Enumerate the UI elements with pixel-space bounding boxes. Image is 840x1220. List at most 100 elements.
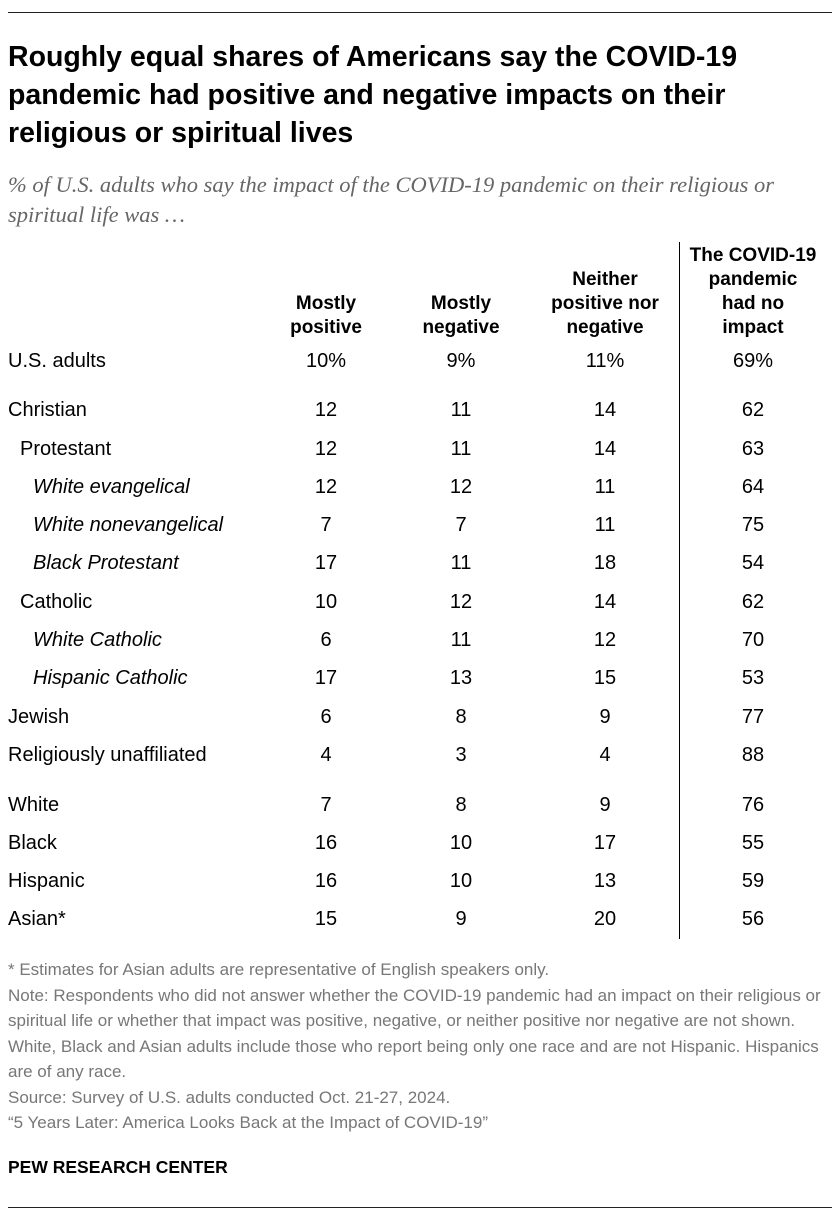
row-label: U.S. adults xyxy=(8,350,106,372)
table-cell: 12 xyxy=(449,476,473,498)
table-cell: 13 xyxy=(449,667,473,689)
table-cell: 3 xyxy=(455,744,467,766)
table-cell: 11 xyxy=(450,399,472,421)
row-label: Jewish xyxy=(8,706,70,728)
table-cell: 11% xyxy=(585,350,625,372)
table-cell: 56 xyxy=(741,908,765,930)
table-cell: 12 xyxy=(314,476,338,498)
column-header-line: Mostly xyxy=(295,293,357,314)
table-cell: 12 xyxy=(593,629,617,651)
table-row: Religiously unaffiliated 4 3 4 88 xyxy=(0,740,840,770)
table-row: U.S. adults 10% 9% 11% 69% xyxy=(0,346,840,376)
row-label: Hispanic Catholic xyxy=(33,667,188,689)
table-row: White Catholic 6 11 12 70 xyxy=(0,625,840,655)
row-label: Religiously unaffiliated xyxy=(8,744,207,766)
column-header-line: negative xyxy=(422,317,500,338)
table-row: Hispanic 16 10 13 59 xyxy=(0,866,840,896)
table-cell: 69% xyxy=(732,350,774,372)
table-cell: 8 xyxy=(455,706,467,728)
table-cell: 55 xyxy=(741,832,765,854)
table-cell: 9 xyxy=(599,794,611,816)
table-cell: 18 xyxy=(593,552,617,574)
table-cell: 16 xyxy=(314,832,338,854)
column-divider xyxy=(679,242,680,939)
table-row: White nonevangelical 7 7 11 75 xyxy=(0,510,840,540)
row-label: Black xyxy=(8,832,57,854)
table-cell: 77 xyxy=(741,706,765,728)
table-cell: 11 xyxy=(450,438,472,460)
table-cell: 17 xyxy=(314,667,338,689)
column-header-line: Mostly xyxy=(430,293,492,314)
table-cell: 17 xyxy=(314,552,338,574)
table-cell: 76 xyxy=(741,794,765,816)
table-cell: 70 xyxy=(741,629,765,651)
table-cell: 12 xyxy=(314,438,338,460)
table-cell: 11 xyxy=(450,552,472,574)
row-label: White xyxy=(8,794,60,816)
report-title: “5 Years Later: America Looks Back at th… xyxy=(8,1113,489,1132)
bottom-rule xyxy=(8,1207,832,1208)
chart-title: Roughly equal shares of Americans say th… xyxy=(8,41,738,149)
table-cell: 4 xyxy=(599,744,611,766)
row-label: Hispanic xyxy=(8,870,85,892)
table-cell: 12 xyxy=(449,591,473,613)
table-cell: 9% xyxy=(446,350,476,372)
table-cell: 11 xyxy=(594,476,616,498)
row-label: Asian* xyxy=(8,908,66,930)
column-header-line: Neither xyxy=(572,269,638,290)
table-cell: 15 xyxy=(314,908,338,930)
table-cell: 53 xyxy=(741,667,765,689)
column-header: Neither positive nor negative xyxy=(530,268,680,340)
table-cell: 59 xyxy=(741,870,765,892)
table-cell: 54 xyxy=(741,552,765,574)
table-cell: 15 xyxy=(593,667,617,689)
table-row: Black 16 10 17 55 xyxy=(0,828,840,858)
column-header-line: negative xyxy=(566,317,644,338)
footnote: * Estimates for Asian adults are represe… xyxy=(8,960,550,979)
column-header-line: positive xyxy=(290,317,362,338)
table-cell: 6 xyxy=(320,706,332,728)
row-label: White evangelical xyxy=(33,476,190,498)
chart-subtitle: % of U.S. adults who say the impact of t… xyxy=(8,172,774,227)
table-row: Jewish 6 8 9 77 xyxy=(0,702,840,732)
table-cell: 14 xyxy=(593,399,617,421)
table-cell: 7 xyxy=(455,514,467,536)
column-header-line: had no xyxy=(721,293,785,314)
table-cell: 62 xyxy=(741,399,765,421)
table-cell: 75 xyxy=(741,514,765,536)
table-cell: 64 xyxy=(741,476,765,498)
source-text: Source: Survey of U.S. adults conducted … xyxy=(8,1087,451,1107)
table-cell: 63 xyxy=(741,438,765,460)
row-label: White nonevangelical xyxy=(33,514,224,536)
organization-name: PEW RESEARCH CENTER xyxy=(8,1157,228,1177)
column-header: Mostly negative xyxy=(386,292,536,340)
table-cell: 6 xyxy=(320,629,332,651)
table-cell: 10% xyxy=(305,350,347,372)
column-header-line: The COVID-19 xyxy=(689,245,817,266)
table-cell: 7 xyxy=(320,794,332,816)
table-cell: 9 xyxy=(599,706,611,728)
row-label: Christian xyxy=(8,399,87,421)
row-label: Black Protestant xyxy=(33,552,179,574)
table-cell: 10 xyxy=(314,591,338,613)
table-cell: 62 xyxy=(741,591,765,613)
row-label: Protestant xyxy=(20,438,112,460)
table-row: Black Protestant 17 11 18 54 xyxy=(0,548,840,578)
table-row: Catholic 10 12 14 62 xyxy=(0,587,840,617)
table-row: Hispanic Catholic 17 13 15 53 xyxy=(0,663,840,693)
row-label: Catholic xyxy=(20,591,93,613)
table-row: White 7 8 9 76 xyxy=(0,790,840,820)
table-cell: 9 xyxy=(455,908,467,930)
column-header-line: pandemic xyxy=(708,269,798,290)
table-row: Asian* 15 9 20 56 xyxy=(0,904,840,934)
table-cell: 7 xyxy=(320,514,332,536)
note-text: Note: Respondents who did not answer whe… xyxy=(8,985,821,1082)
top-rule xyxy=(8,12,832,13)
table-cell: 4 xyxy=(320,744,332,766)
table-cell: 11 xyxy=(594,514,616,536)
table-cell: 14 xyxy=(593,438,617,460)
table-row: Protestant 12 11 14 63 xyxy=(0,434,840,464)
column-header: The COVID-19 pandemic had no impact xyxy=(678,244,828,340)
table-cell: 20 xyxy=(593,908,617,930)
table-cell: 11 xyxy=(450,629,472,651)
